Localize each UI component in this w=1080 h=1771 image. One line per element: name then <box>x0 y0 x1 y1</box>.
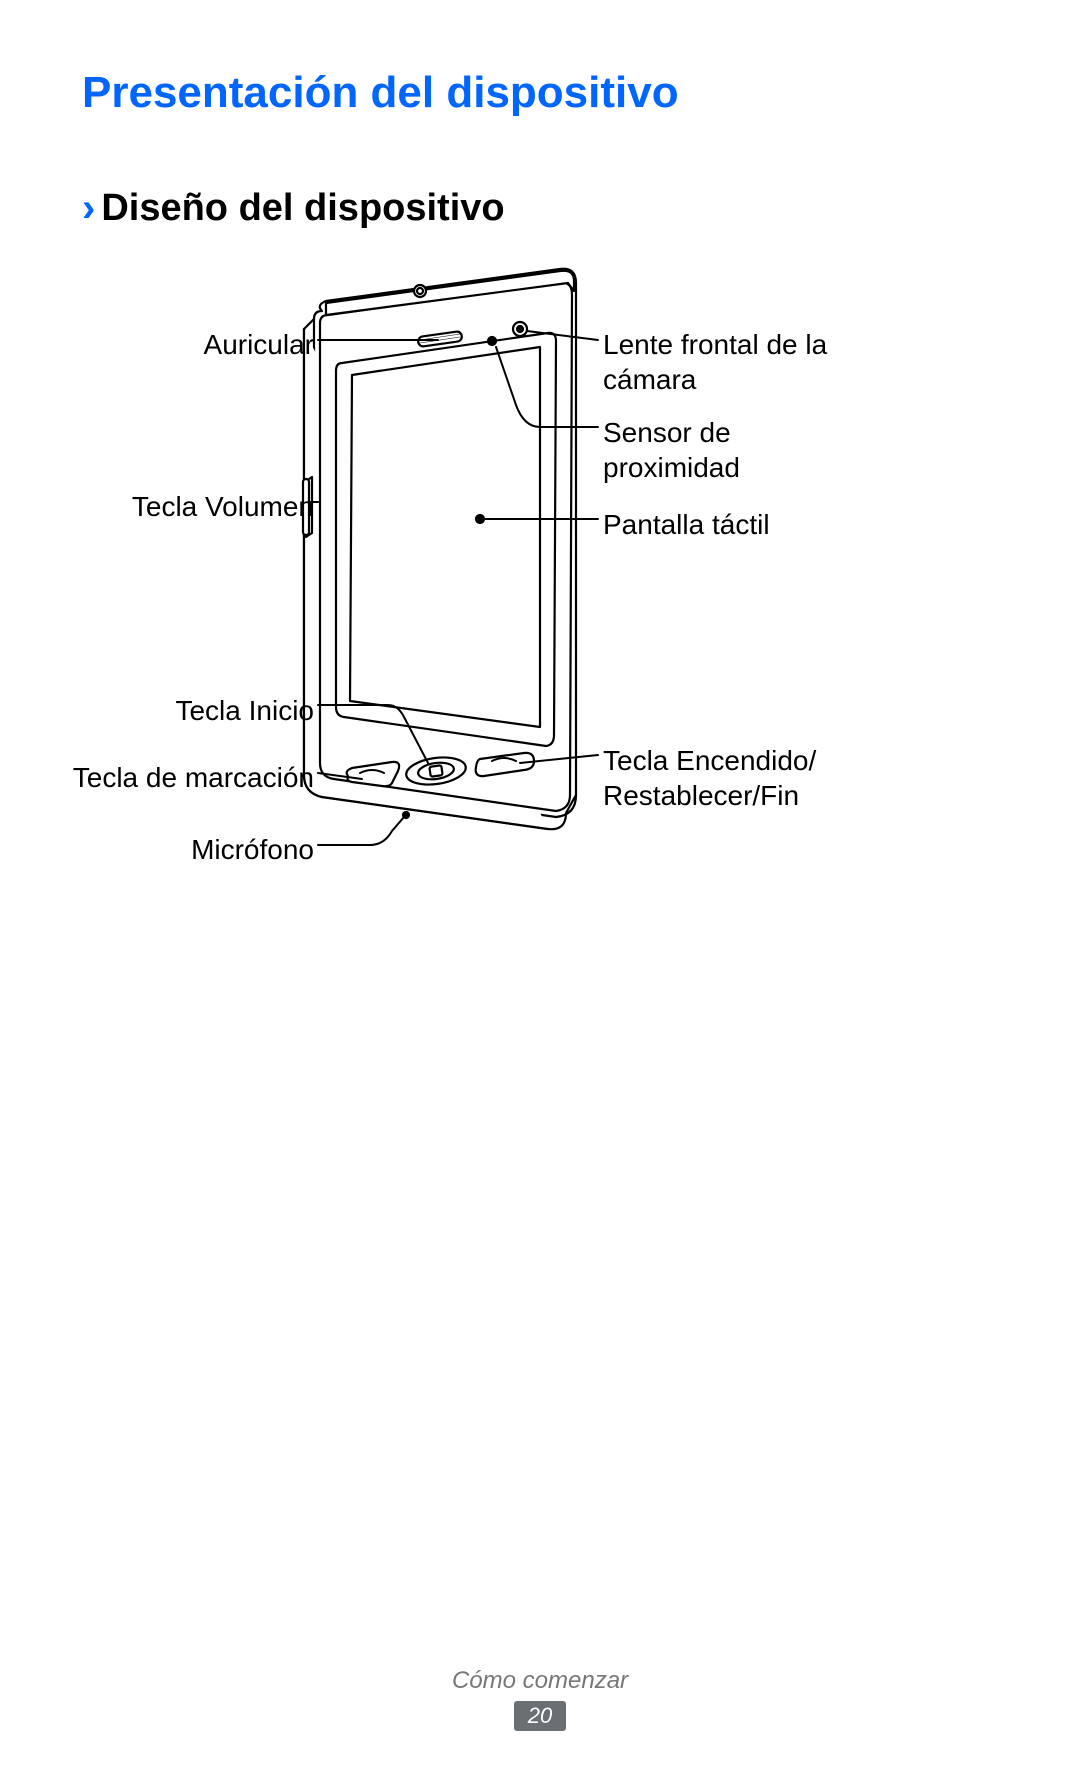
device-svg <box>0 255 1080 935</box>
label-microfono: Micrófono <box>191 832 314 867</box>
label-inicio: Tecla Inicio <box>175 693 314 728</box>
page-footer: Cómo comenzar 20 <box>0 1667 1080 1731</box>
section-header: › Diseño del dispositivo <box>82 186 505 231</box>
page-title: Presentación del dispositivo <box>82 68 679 118</box>
label-pantalla: Pantalla táctil <box>603 507 770 542</box>
label-auricular: Auricular <box>204 327 314 362</box>
label-encendido: Tecla Encendido/ Restablecer/Fin <box>603 743 816 813</box>
label-lente: Lente frontal de la cámara <box>603 327 827 397</box>
device-diagram: Auricular Tecla Volumen Tecla Inicio Tec… <box>0 255 1080 935</box>
footer-text: Cómo comenzar <box>0 1667 1080 1695</box>
label-marcacion: Tecla de marcación <box>73 760 314 795</box>
label-volumen: Tecla Volumen <box>132 489 314 524</box>
chevron-icon: › <box>82 186 95 231</box>
section-title: Diseño del dispositivo <box>101 187 504 230</box>
page-number-badge: 20 <box>514 1701 566 1731</box>
label-proximidad: Sensor de proximidad <box>603 415 740 485</box>
